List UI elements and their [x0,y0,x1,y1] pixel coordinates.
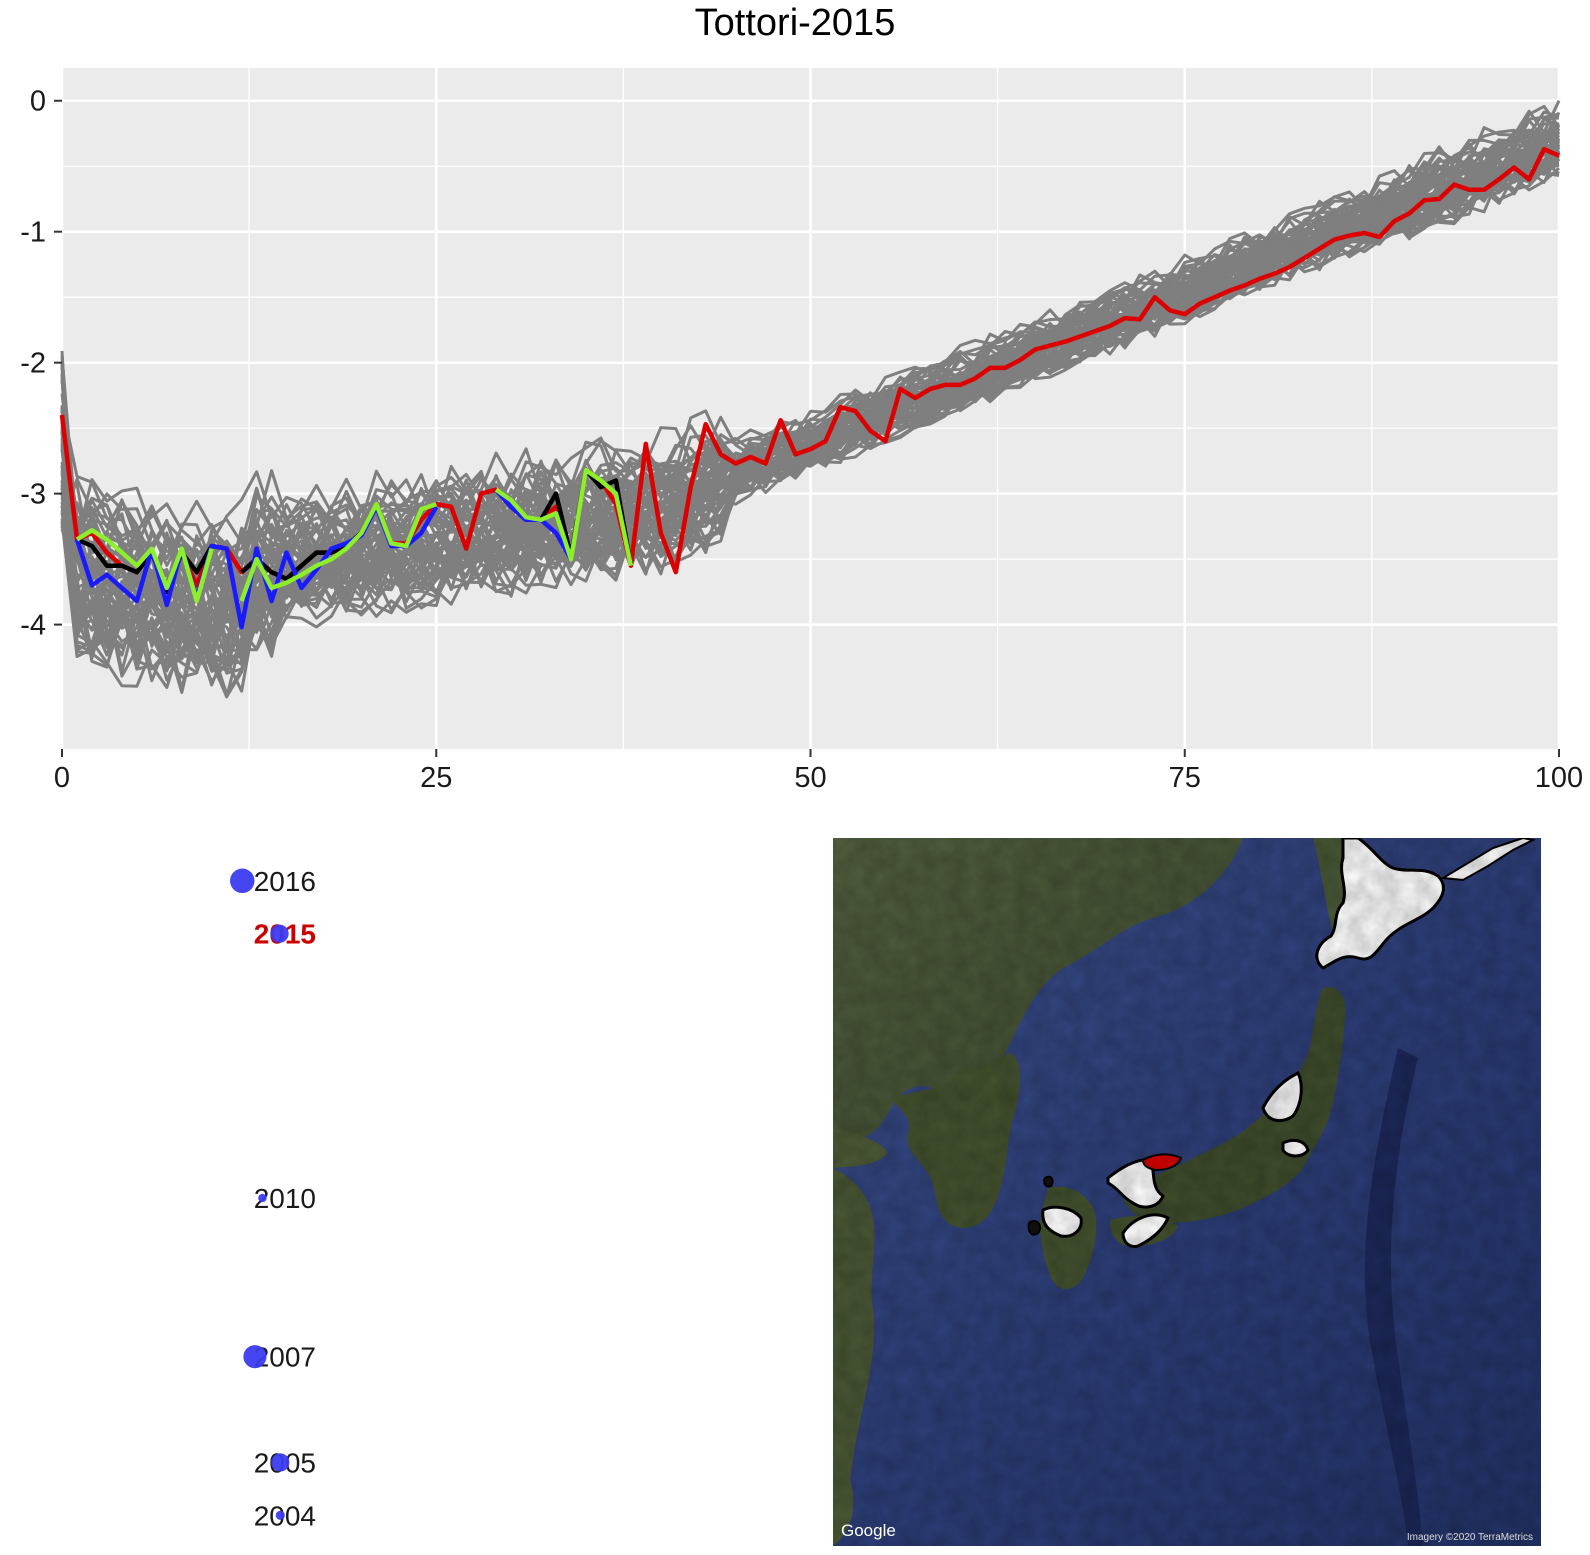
year-dots: 201620152010200720052004 [230,866,316,1531]
axes: 0 25 50 75 100 0 -1 -2 -3 -4 [20,86,1583,794]
y-tick-label: -3 [20,479,46,511]
year-dot [243,1345,267,1369]
highlight-series [59,146,1560,630]
year-label: 2004 [254,1500,316,1531]
x-tick-label: 100 [1535,762,1583,794]
year-dot [271,1453,290,1472]
y-tick-label: 0 [30,86,46,118]
x-tick-label: 25 [420,762,452,794]
simulation-line [60,110,1560,557]
chart-title: Tottori-2015 [694,2,896,44]
y-tick-label: -4 [20,610,46,642]
year-dot-chart: 201620152010200720052004 [230,866,316,1531]
year-dot [230,868,255,894]
simulation-line [60,148,1560,629]
simulation-line [60,128,1560,605]
line-chart: 0 25 50 75 100 0 -1 -2 -3 -4 [20,68,1583,794]
imagery-texture [833,838,1541,1546]
y-tick-label: -1 [20,217,46,249]
x-tick-label: 0 [54,762,70,794]
series-line-green [75,528,214,604]
year-dot [275,1510,285,1520]
map-attribution: Imagery ©2020 TerraMetrics [1407,1532,1533,1543]
series-line-green [494,467,634,567]
year-dot [258,1193,267,1203]
simulation-line [60,100,1561,556]
year-label: 2016 [254,866,316,897]
y-tick-label: -2 [20,348,46,380]
google-logo: Google [841,1521,896,1540]
series-line-green [239,501,438,602]
x-tick-label: 50 [794,762,826,794]
x-tick-label: 75 [1169,762,1201,794]
year-dot [270,924,289,943]
series-line-black [76,537,214,595]
satellite-map: Google Imagery ©2020 TerraMetrics [833,838,1541,1546]
